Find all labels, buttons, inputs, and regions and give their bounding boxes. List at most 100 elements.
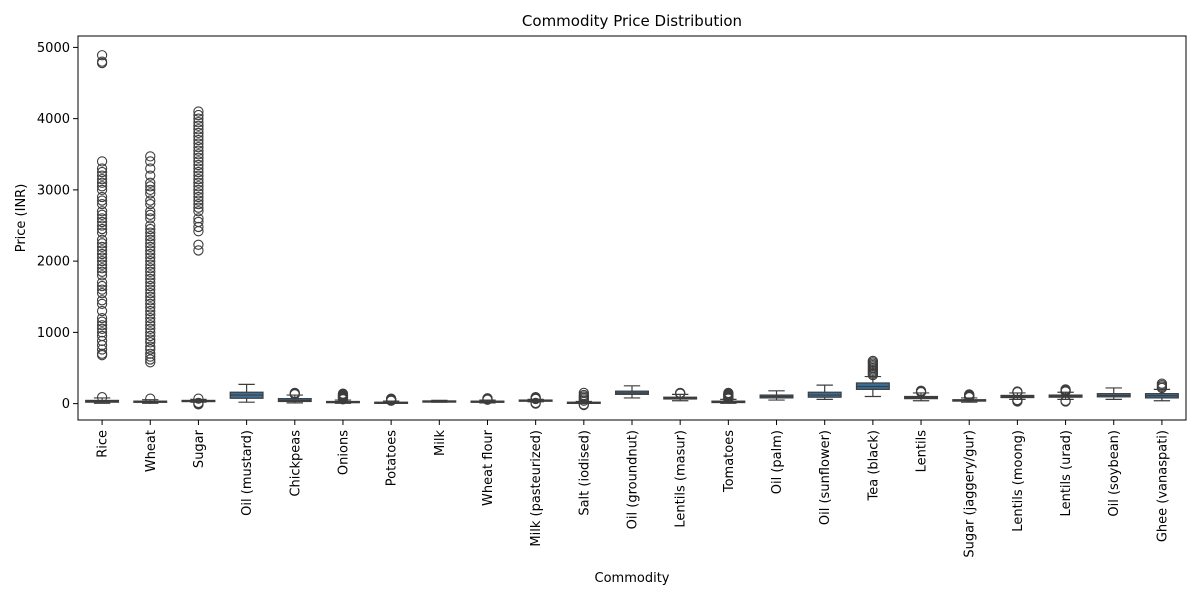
outlier-point bbox=[1012, 386, 1023, 397]
box-group-oil-mustard bbox=[229, 383, 264, 403]
outlier-point bbox=[145, 309, 156, 320]
y-tick-label: 4000 bbox=[37, 112, 70, 127]
outlier-point bbox=[145, 259, 156, 270]
x-tick-label: Sugar (jaggery/gur) bbox=[963, 430, 978, 558]
outlier-point bbox=[145, 288, 156, 299]
outlier-point bbox=[145, 241, 156, 253]
y-tick-label: 0 bbox=[62, 397, 70, 412]
x-tick-label: Sugar bbox=[192, 429, 207, 468]
outlier-point bbox=[193, 134, 204, 146]
outlier-point bbox=[145, 234, 156, 245]
outlier-point bbox=[96, 270, 108, 281]
outlier-point bbox=[145, 245, 156, 256]
outlier-point bbox=[96, 184, 108, 196]
x-axis-label: Commodity bbox=[595, 571, 670, 586]
y-axis: 0 1000 2000 3000 4000 5000 bbox=[37, 41, 78, 412]
outlier-point bbox=[1012, 394, 1023, 406]
x-tick-label: Salt (iodised) bbox=[577, 430, 592, 516]
outlier-point bbox=[96, 295, 108, 306]
outlier-point bbox=[193, 198, 204, 210]
outlier-point bbox=[96, 350, 108, 361]
outlier-point bbox=[145, 252, 156, 263]
outlier-point bbox=[96, 266, 108, 277]
x-tick-label: Tea (black) bbox=[866, 430, 881, 501]
box-group-ghee-vanaspati bbox=[1144, 378, 1179, 402]
outlier-point bbox=[145, 266, 156, 277]
outlier-point bbox=[145, 209, 156, 220]
x-tick-label: Lentils bbox=[915, 430, 930, 473]
plot-area bbox=[85, 50, 1179, 411]
outlier-point bbox=[1060, 384, 1071, 395]
outlier-point bbox=[145, 248, 156, 260]
outlier-point bbox=[96, 288, 108, 299]
outlier-point bbox=[96, 50, 108, 61]
outlier-point bbox=[289, 387, 300, 399]
outlier-point bbox=[145, 277, 156, 288]
box-group-lentils-moong bbox=[1000, 386, 1035, 407]
outlier-point bbox=[96, 238, 108, 249]
outlier-point bbox=[193, 221, 204, 233]
outlier-point bbox=[193, 106, 204, 117]
x-tick-label: Oil (mustard) bbox=[240, 430, 255, 516]
outlier-point bbox=[96, 220, 108, 231]
x-tick-label: Wheat flour bbox=[481, 429, 496, 506]
outlier-point bbox=[96, 323, 108, 334]
outlier-point bbox=[145, 163, 156, 174]
outlier-point bbox=[145, 291, 156, 302]
outlier-point bbox=[96, 316, 108, 327]
outlier-point bbox=[96, 248, 108, 260]
x-tick-label: Oil (soybean) bbox=[1107, 430, 1122, 517]
outlier-point bbox=[145, 354, 156, 365]
box-group-lentils bbox=[904, 385, 939, 402]
plot-frame bbox=[77, 35, 1187, 421]
outlier-point bbox=[96, 198, 108, 210]
outlier-point bbox=[145, 195, 156, 206]
outlier-point bbox=[145, 238, 156, 249]
box-group-tomatoes bbox=[711, 387, 746, 404]
y-axis-label: Price (INR) bbox=[14, 184, 29, 253]
outlier-point bbox=[145, 312, 156, 324]
outlier-point bbox=[337, 388, 349, 399]
outlier-point bbox=[96, 166, 108, 178]
outlier-point bbox=[96, 280, 108, 292]
outlier-point bbox=[530, 392, 541, 403]
outlier-point bbox=[193, 216, 204, 228]
box-group-salt-iodised bbox=[566, 387, 601, 411]
outlier-point bbox=[193, 113, 204, 124]
x-tick-label: Lentils (moong) bbox=[1011, 430, 1026, 532]
outlier-point bbox=[193, 184, 204, 196]
outlier-point bbox=[145, 188, 156, 199]
outlier-point bbox=[145, 270, 156, 281]
outlier-point bbox=[145, 323, 156, 334]
box-group-sugar-jaggery-gur bbox=[952, 389, 987, 403]
outlier-point bbox=[96, 56, 108, 67]
outlier-point bbox=[193, 152, 204, 163]
outlier-point bbox=[723, 387, 734, 399]
x-tick-label: Rice bbox=[96, 430, 111, 458]
x-tick-label: Milk (pasteurized) bbox=[529, 430, 544, 547]
x-tick-label: Potatoes bbox=[385, 430, 400, 486]
outlier-point bbox=[145, 295, 156, 306]
outlier-point bbox=[145, 198, 156, 210]
x-tick-label: Onions bbox=[336, 430, 351, 475]
outlier-point bbox=[145, 231, 156, 242]
outlier-point bbox=[96, 213, 108, 224]
outlier-point bbox=[96, 263, 108, 274]
outlier-point bbox=[193, 245, 204, 256]
outlier-point bbox=[145, 320, 156, 331]
box-group-lentils-urad bbox=[1048, 384, 1083, 407]
box-group-potatoes bbox=[374, 393, 409, 406]
outlier-point bbox=[96, 177, 108, 188]
outlier-point bbox=[193, 163, 204, 174]
x-tick-label: Lentils (urad) bbox=[1059, 430, 1074, 516]
outlier-point bbox=[96, 181, 108, 192]
outlier-point bbox=[193, 109, 204, 121]
outlier-point bbox=[96, 174, 108, 185]
outlier-point bbox=[96, 255, 108, 267]
box-group-oil-soybean bbox=[1096, 387, 1131, 400]
outlier-point bbox=[867, 355, 879, 367]
outlier-point bbox=[96, 298, 108, 310]
outlier-point bbox=[96, 335, 108, 347]
x-tick-label: Milk bbox=[433, 430, 448, 456]
outlier-point bbox=[193, 166, 204, 178]
